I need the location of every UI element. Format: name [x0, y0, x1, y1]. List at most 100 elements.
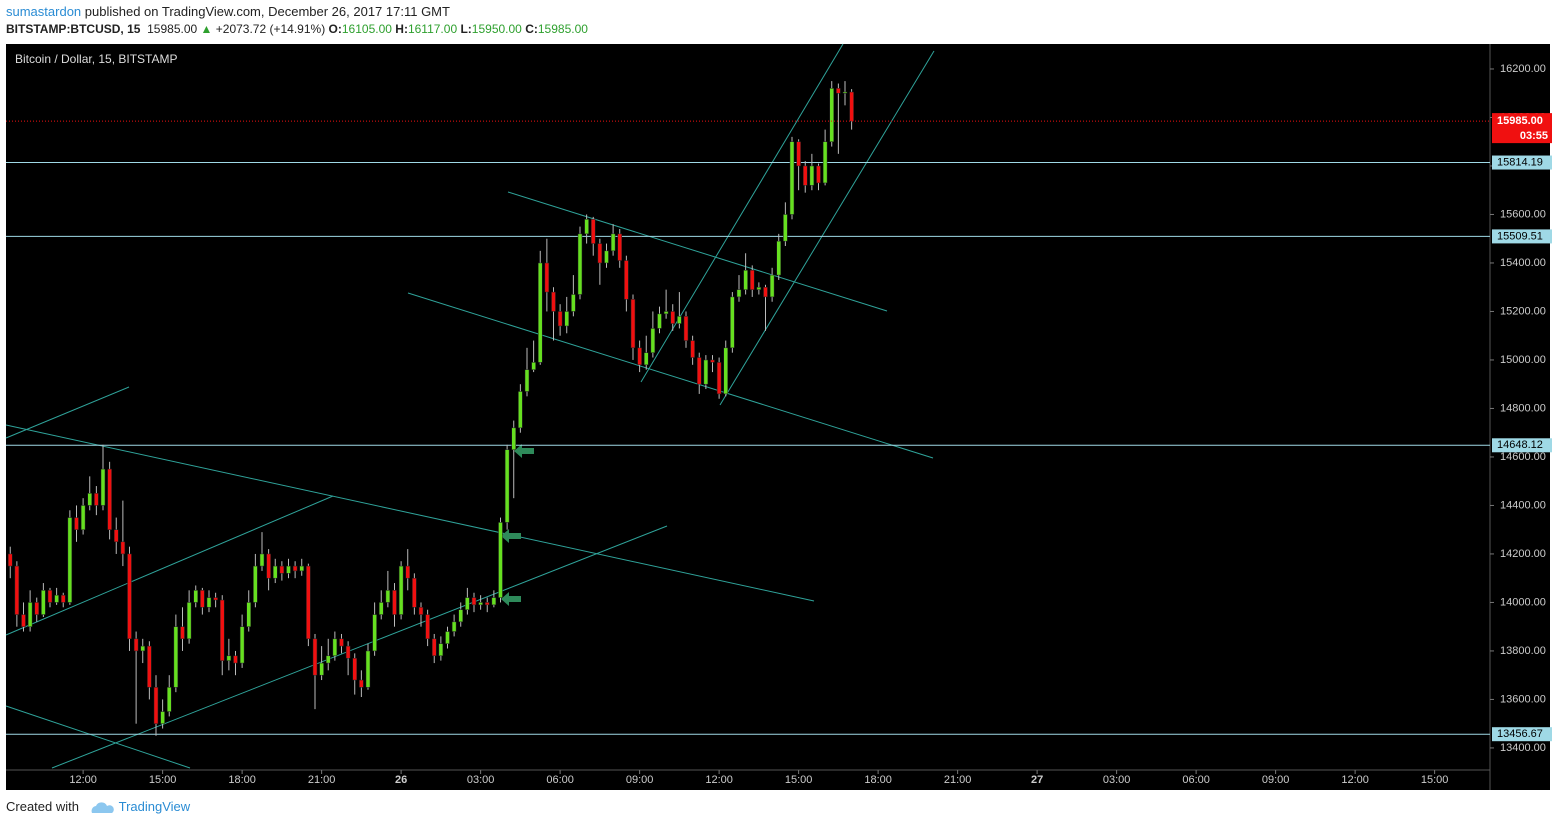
candle-body [716, 362, 722, 395]
candle-body [809, 165, 815, 186]
y-tick-label: 14000.00 [1500, 596, 1546, 608]
y-tick-label: 13400.00 [1500, 742, 1546, 754]
c-label: C: [525, 22, 538, 36]
candle-body [100, 468, 106, 506]
candle-body [703, 359, 709, 385]
candle-body [842, 91, 848, 94]
y-tick-label: 15600.00 [1500, 208, 1546, 220]
candle-body [538, 262, 543, 363]
candle-body [27, 602, 33, 627]
candle-body [306, 565, 311, 640]
candle-body [557, 311, 563, 327]
candle-body [564, 311, 569, 327]
brand[interactable]: TradingView [118, 799, 191, 814]
candle-body [127, 553, 132, 640]
candle-body [34, 602, 39, 615]
candle-body [783, 214, 788, 242]
candle-body [478, 602, 483, 606]
x-tick-label: 09:00 [1262, 774, 1290, 786]
candle-body [200, 590, 205, 608]
h: 16117.00 [407, 22, 458, 36]
candle-body [796, 141, 801, 167]
arrow-marker [514, 444, 534, 458]
price-label-box [1492, 438, 1552, 453]
candle-body [836, 88, 841, 94]
trend-line [5, 705, 191, 769]
o: 16105.00 [341, 22, 392, 36]
x-tick-label: 06:00 [1182, 774, 1210, 786]
candle-body [763, 286, 768, 298]
candle-body [120, 541, 126, 555]
candle-body [385, 590, 391, 603]
candle-body [74, 517, 79, 530]
candle-body [697, 357, 702, 385]
chart-title: Bitcoin / Dollar, 15, BITSTAMP [15, 52, 178, 66]
x-tick-label: 15:00 [1421, 774, 1449, 786]
chart-background [6, 44, 1550, 790]
candle-body [617, 233, 622, 261]
candle-body [644, 352, 649, 366]
candle-body [690, 340, 695, 358]
candle-body [504, 449, 510, 523]
candle-body [577, 233, 583, 295]
x-tick-label: 15:00 [785, 774, 813, 786]
candle-body [445, 631, 450, 644]
candle-body [531, 362, 536, 370]
candle-body [511, 427, 516, 450]
candle-body [8, 553, 13, 567]
footer: Created with TradingView [6, 799, 190, 815]
candle-body [345, 645, 351, 659]
price-label-box [1492, 727, 1552, 742]
candle-body [140, 645, 145, 652]
candle-body [359, 679, 364, 688]
x-tick-label: 18:00 [228, 774, 256, 786]
y-tick-label: 15000.00 [1500, 354, 1546, 366]
chart: Bitcoin / Dollar, 15, BITSTAMP 16200.00 1… [5, 43, 1552, 790]
y-tick-label: 14800.00 [1500, 402, 1546, 414]
price: 15985.00 [147, 22, 198, 36]
candle-body [352, 657, 357, 681]
candle-body [776, 240, 781, 276]
x-tick-label: 21:00 [944, 774, 972, 786]
candle-body [233, 655, 238, 664]
candle-body [239, 626, 245, 664]
y-tick-label: 15200.00 [1500, 305, 1546, 317]
c: 15985.00 [537, 22, 588, 36]
candle-body [544, 262, 550, 293]
candle-body [756, 286, 762, 290]
candle-body [292, 565, 298, 572]
candle-body [829, 88, 834, 142]
candle-body [451, 621, 457, 632]
h-label: H: [395, 22, 408, 36]
candle-body [392, 590, 397, 615]
candle-body [319, 662, 324, 676]
candle-body [630, 299, 636, 349]
candle-body [822, 141, 828, 184]
x-tick-label: 12:00 [705, 774, 733, 786]
candle-body [471, 597, 477, 606]
x-tick-label: 21:00 [308, 774, 336, 786]
candle-body [743, 269, 748, 290]
candle-body [153, 687, 159, 724]
last-price-label: 15985.00 [1497, 115, 1543, 127]
candle-body [80, 505, 86, 530]
candle-body [266, 553, 271, 579]
candle-body [94, 493, 99, 506]
candle-body [160, 711, 165, 724]
header-line: sumastardon published on TradingView.com… [6, 4, 450, 19]
trend-lines [5, 43, 935, 769]
price-label: 13456.67 [1497, 728, 1543, 740]
candle-body [769, 274, 775, 298]
candle-body [379, 602, 384, 615]
change: +2073.72 (+14.91%) [215, 22, 326, 36]
candle-body [789, 141, 795, 215]
candle-body [87, 493, 92, 506]
candle-body [332, 638, 338, 657]
author[interactable]: sumastardon [6, 4, 82, 19]
trend-line [5, 495, 334, 636]
arrows [501, 444, 534, 606]
candle-body [259, 553, 265, 567]
x-tick-label: 27 [1031, 774, 1043, 786]
candle-body [412, 577, 417, 608]
